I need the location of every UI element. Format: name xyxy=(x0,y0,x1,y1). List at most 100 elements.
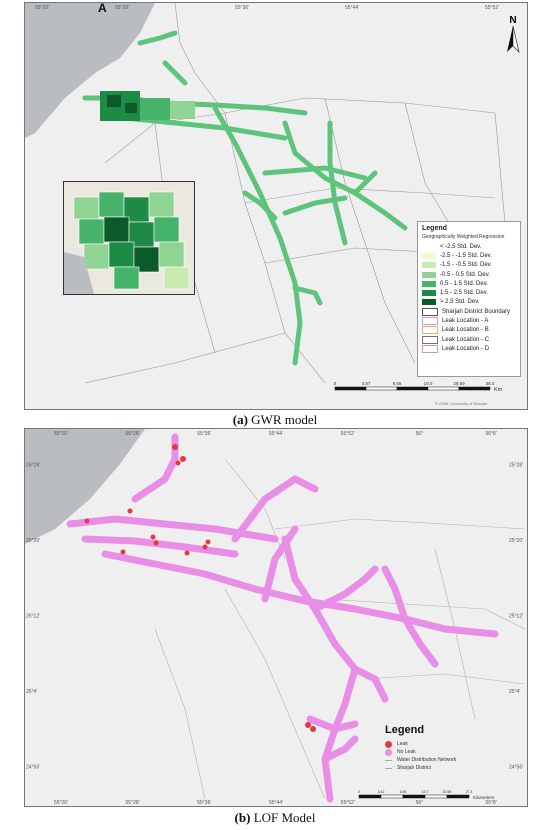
legend-swatch xyxy=(422,335,438,344)
scale-unit: Km xyxy=(494,387,503,393)
lof-leak-points xyxy=(84,444,316,732)
scale-label: 13.7 xyxy=(422,790,429,794)
legend-label: Sharjah District Boundary xyxy=(442,308,511,315)
scale-segment xyxy=(396,386,429,391)
axis-tick-label: 55°44' xyxy=(269,431,283,437)
axis-tick-label: 55°52' xyxy=(341,800,355,806)
legend-label: 1.5 - 2.5 Std. Dev. xyxy=(440,290,488,297)
sea-area xyxy=(25,3,155,138)
axis-tick-label: 56°8' xyxy=(485,800,496,806)
gwr-legend-item: > 2.5 Std. Dev. xyxy=(422,298,516,307)
legend-dot xyxy=(385,740,392,748)
legend-swatch xyxy=(422,344,438,353)
scale-label: 0 xyxy=(358,790,360,794)
gwr-legend-item: Leak Location - A xyxy=(422,316,516,326)
gwr-legend-item: Leak Location - B xyxy=(422,326,516,335)
lof-map: 55°20' 55°28' 55°36' 55°44' 55°52' 56° 56°8' 5… xyxy=(25,429,526,806)
scale-label: 0 xyxy=(334,381,337,386)
scale-label: 27.4 xyxy=(466,790,473,794)
inset-zoom-a xyxy=(63,181,195,295)
scale-unit: Kilometers xyxy=(473,795,495,800)
legend-line xyxy=(385,759,392,761)
axis-tick-label: 56° xyxy=(416,431,424,437)
leak-point xyxy=(84,518,90,524)
caption-lof: (b) LOF Model xyxy=(0,810,550,826)
legend-label: -0.5 - 0.5 Std. Dev. xyxy=(440,271,490,278)
leak-point xyxy=(305,722,311,728)
scale-label: 6.85 xyxy=(400,790,407,794)
gwr-scale-bar: 0 4.87 9.58 19.0 28.69 38.4 Km xyxy=(331,379,521,399)
axis-tick-label: 55°52' xyxy=(341,431,355,437)
axis-tick-label: 55°28' xyxy=(126,431,140,437)
lof-legend: Legend Leak No Leak Water Distribution Net… xyxy=(385,724,505,794)
gwr-legend-item: Leak Location - D xyxy=(422,344,516,353)
legend-label: Leak Location - D xyxy=(442,345,490,352)
axis-tick-label: 25°20' xyxy=(26,538,40,544)
gwr-map: 55°20' 55°28' 55°36' 55°44' 55°52' xyxy=(25,3,506,384)
gwr-legend-item: < -2.5 Std. Dev. xyxy=(422,242,516,251)
scale-segment xyxy=(358,794,382,799)
axis-tick-label: 25°28' xyxy=(26,463,40,469)
scale-label: 4.87 xyxy=(362,381,371,386)
lof-map-panel: 55°20' 55°28' 55°36' 55°44' 55°52' 56° 56°8' 5… xyxy=(24,428,528,807)
lof-left-ticks: 25°28' 25°20' 25°12' 25°4' 24°56' xyxy=(26,463,40,771)
north-arrow-icon xyxy=(507,26,520,53)
axis-tick-label: 25°20' xyxy=(509,538,523,544)
leak-point xyxy=(120,549,126,555)
inset-label: A xyxy=(98,2,107,15)
gwr-credit: © OSM, University of Sharjah xyxy=(435,401,488,406)
axis-tick-label: 24°56' xyxy=(26,764,40,770)
legend-label: No Leak xyxy=(397,749,416,755)
axis-tick-label: 25°28' xyxy=(509,463,523,469)
axis-tick-label: 25°12' xyxy=(26,614,40,620)
axis-tick-label: 24°56' xyxy=(509,764,523,770)
axis-tick-label: 56°8' xyxy=(485,431,496,437)
leak-point xyxy=(127,508,133,514)
lof-legend-item: No Leak xyxy=(385,748,505,756)
leak-point xyxy=(310,726,316,732)
legend-swatch xyxy=(422,326,438,335)
gwr-map-panel: 55°20' 55°28' 55°36' 55°44' 55°52' xyxy=(24,2,528,410)
gwr-legend-subtitle: Geographically Weighted Regression xyxy=(422,234,505,240)
svg-text:55°36': 55°36' xyxy=(235,5,249,11)
legend-label: > 2.5 Std. Dev. xyxy=(440,299,480,306)
svg-text:55°44': 55°44' xyxy=(345,5,359,11)
axis-tick-label: 25°4' xyxy=(26,689,37,695)
legend-swatch xyxy=(422,262,436,269)
leak-point xyxy=(202,544,208,550)
gwr-legend-item: 0.5 - 1.5 Std. Dev. xyxy=(422,279,516,288)
lof-network xyxy=(66,433,499,803)
svg-text:55°52': 55°52' xyxy=(485,5,499,11)
north-arrow: N xyxy=(503,15,523,55)
legend-swatch xyxy=(422,317,438,326)
axis-tick-label: 25°12' xyxy=(509,614,523,620)
gwr-legend-item: -0.5 - 0.5 Std. Dev. xyxy=(422,270,516,279)
scale-label: 19.0 xyxy=(424,381,433,386)
north-label: N xyxy=(509,15,517,26)
legend-label: -1.5 - -0.5 Std. Dev. xyxy=(440,262,492,269)
leak-point xyxy=(175,460,181,466)
scale-segment xyxy=(402,794,426,799)
legend-label: Leak xyxy=(397,741,408,747)
lof-top-ticks: 55°20' 55°28' 55°36' 55°44' 55°52' 56° 56°8' xyxy=(54,431,497,437)
legend-swatch xyxy=(422,252,436,259)
lof-scale-bar: 0 3.42 6.85 13.7 20.55 27.4 Kilometers xyxy=(355,787,505,803)
gwr-legend: Legend Geographically Weighted Regressio… xyxy=(417,221,521,377)
caption-gwr-letter: (a) xyxy=(232,412,248,427)
gwr-legend-item: -2.5 - -1.5 Std. Dev. xyxy=(422,251,516,260)
leak-point xyxy=(180,456,186,462)
scale-label: 20.55 xyxy=(443,790,452,794)
leak-point xyxy=(153,540,159,546)
leak-point xyxy=(205,539,211,545)
scale-segment xyxy=(427,386,460,391)
leak-point xyxy=(172,444,178,450)
scale-segment xyxy=(365,386,398,391)
caption-lof-text: LOF Model xyxy=(253,810,316,825)
lof-right-ticks: 25°28' 25°20' 25°12' 25°4' 24°56' xyxy=(509,463,523,771)
axis-tick-label: 55°36' xyxy=(197,431,211,437)
scale-segment xyxy=(334,386,367,391)
scale-label: 28.69 xyxy=(453,381,465,386)
gwr-legend-item: Leak Location - C xyxy=(422,335,516,344)
lof-bottom-ticks: 55°20' 55°28' 55°36' 55°44' 55°52' 56° 56°8' xyxy=(54,800,497,806)
gwr-network xyxy=(82,30,408,366)
